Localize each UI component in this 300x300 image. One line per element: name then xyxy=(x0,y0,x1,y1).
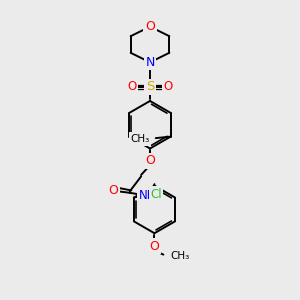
Text: S: S xyxy=(146,80,154,94)
Text: O: O xyxy=(164,80,173,94)
Text: CH₃: CH₃ xyxy=(170,251,189,261)
Text: CH₃: CH₃ xyxy=(130,134,150,144)
Text: NH: NH xyxy=(139,189,156,202)
Text: O: O xyxy=(145,154,155,167)
Text: O: O xyxy=(149,240,159,253)
Text: O: O xyxy=(109,184,118,197)
Text: O: O xyxy=(145,20,155,33)
Text: N: N xyxy=(145,56,155,69)
Text: O: O xyxy=(127,80,136,94)
Text: Cl: Cl xyxy=(150,188,162,201)
